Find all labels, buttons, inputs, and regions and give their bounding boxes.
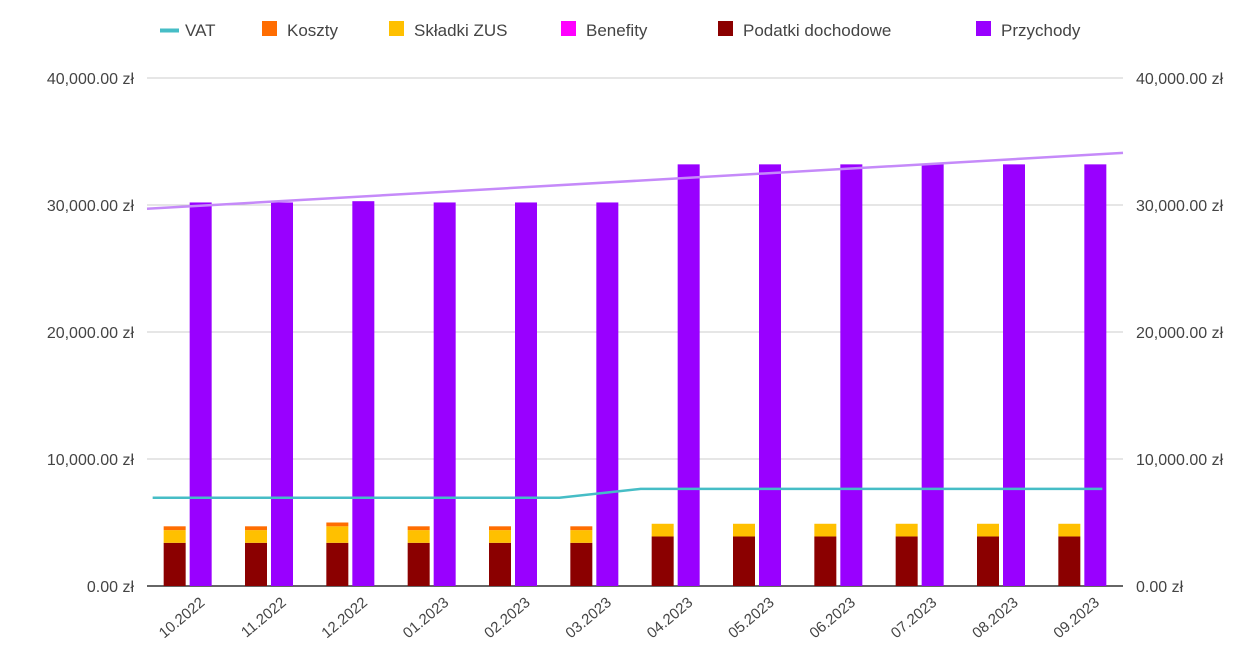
bar-przychody bbox=[759, 164, 781, 587]
legend-label: Benefity bbox=[586, 21, 648, 40]
y-tick-label-left: 20,000.00 zł bbox=[47, 325, 135, 342]
bar-przychody bbox=[921, 164, 944, 587]
bar-skadki-zus bbox=[895, 523, 918, 537]
bar-przychody bbox=[596, 202, 619, 586]
bar-koszty bbox=[489, 526, 511, 531]
x-tick-label: 12.2022 bbox=[318, 594, 370, 642]
x-tick-label: 05.2023 bbox=[725, 594, 777, 642]
bar-przychody bbox=[189, 202, 212, 586]
bar-podatki-dochodowe bbox=[895, 536, 918, 586]
y-tick-label-right: 0.00 zł bbox=[1136, 579, 1184, 596]
x-tick-label: 06.2023 bbox=[806, 594, 858, 642]
legend-swatch bbox=[561, 21, 576, 36]
bars-layer bbox=[163, 164, 1107, 587]
bar-skadki-zus bbox=[814, 523, 837, 537]
y-tick-label-left: 30,000.00 zł bbox=[47, 198, 135, 215]
x-tick-label: 09.2023 bbox=[1050, 594, 1102, 642]
bar-przychody bbox=[1084, 164, 1107, 587]
y-tick-label-left: 10,000.00 zł bbox=[47, 452, 135, 469]
bar-podatki-dochodowe bbox=[1058, 536, 1081, 586]
x-tick-label: 07.2023 bbox=[888, 594, 940, 642]
bar-przychody bbox=[433, 202, 456, 586]
right-axis-labels: 0.00 zł 10,000.00 zł 20,000.00 zł 30,000.00… bbox=[1136, 71, 1224, 596]
y-tick-label-right: 10,000.00 zł bbox=[1136, 452, 1224, 469]
y-tick-label-left: 0.00 zł bbox=[87, 579, 135, 596]
bar-podatki-dochodowe bbox=[570, 542, 593, 586]
bar-skadki-zus bbox=[489, 530, 511, 543]
x-tick-label: 03.2023 bbox=[562, 594, 614, 642]
bar-skadki-zus bbox=[407, 530, 430, 543]
y-tick-label-right: 30,000.00 zł bbox=[1136, 198, 1224, 215]
bar-przychody bbox=[840, 164, 863, 587]
x-tick-label: 01.2023 bbox=[400, 594, 452, 642]
lines-layer bbox=[146, 151, 1124, 499]
legend-swatch bbox=[389, 21, 404, 36]
bar-podatki-dochodowe bbox=[489, 542, 511, 586]
bar-podatki-dochodowe bbox=[245, 542, 267, 586]
legend-label: VAT bbox=[185, 21, 216, 40]
y-tick-label-right: 20,000.00 zł bbox=[1136, 325, 1224, 342]
x-axis-labels: 10.2022 11.2022 12.2022 01.2023 02.2023 03.20… bbox=[156, 594, 1103, 642]
legend-label: Koszty bbox=[287, 21, 339, 40]
bar-koszty bbox=[326, 522, 349, 527]
bar-skadki-zus bbox=[163, 530, 186, 543]
bar-skadki-zus bbox=[651, 523, 674, 537]
bar-podatki-dochodowe bbox=[326, 542, 349, 586]
bar-przychody bbox=[1003, 164, 1025, 587]
bar-skadki-zus bbox=[733, 523, 755, 537]
bar-przychody bbox=[271, 202, 293, 586]
bar-podatki-dochodowe bbox=[977, 536, 999, 586]
bar-koszty bbox=[163, 526, 186, 531]
bar-koszty bbox=[407, 526, 430, 531]
legend-swatch bbox=[976, 21, 991, 36]
legend-label: Podatki dochodowe bbox=[743, 21, 891, 40]
bar-koszty bbox=[245, 526, 267, 531]
bar-podatki-dochodowe bbox=[651, 536, 674, 586]
legend-label: Składki ZUS bbox=[414, 21, 508, 40]
legend-swatch bbox=[262, 21, 277, 36]
x-tick-label: 04.2023 bbox=[644, 594, 696, 642]
legend: VAT Koszty Składki ZUS Benefity Podatki doch… bbox=[160, 21, 1081, 40]
y-tick-label-left: 40,000.00 zł bbox=[47, 71, 135, 88]
x-tick-label: 10.2022 bbox=[156, 594, 208, 642]
bar-koszty bbox=[570, 526, 593, 531]
bar-podatki-dochodowe bbox=[163, 542, 186, 586]
left-axis-labels: 0.00 zł 10,000.00 zł 20,000.00 zł 30,000.00… bbox=[47, 71, 135, 596]
line-vat bbox=[152, 487, 1103, 499]
legend-label: Przychody bbox=[1001, 21, 1081, 40]
legend-swatch-vat bbox=[160, 28, 179, 33]
bar-podatki-dochodowe bbox=[814, 536, 837, 586]
bar-skadki-zus bbox=[326, 526, 349, 543]
legend-swatch bbox=[718, 21, 733, 36]
x-tick-label: 08.2023 bbox=[969, 594, 1021, 642]
y-tick-label-right: 40,000.00 zł bbox=[1136, 71, 1224, 88]
bar-skadki-zus bbox=[977, 523, 999, 537]
bar-przychody bbox=[677, 164, 700, 587]
bar-skadki-zus bbox=[245, 530, 267, 543]
grid-layer bbox=[147, 77, 1123, 587]
bar-skadki-zus bbox=[1058, 523, 1081, 537]
trendline-przychody bbox=[146, 151, 1124, 211]
bar-skadki-zus bbox=[570, 530, 593, 543]
bar-przychody bbox=[515, 202, 537, 586]
bar-podatki-dochodowe bbox=[407, 542, 430, 586]
x-tick-label: 11.2022 bbox=[238, 594, 290, 641]
x-tick-label: 02.2023 bbox=[481, 594, 533, 642]
bar-przychody bbox=[352, 201, 375, 586]
bar-podatki-dochodowe bbox=[733, 536, 755, 586]
